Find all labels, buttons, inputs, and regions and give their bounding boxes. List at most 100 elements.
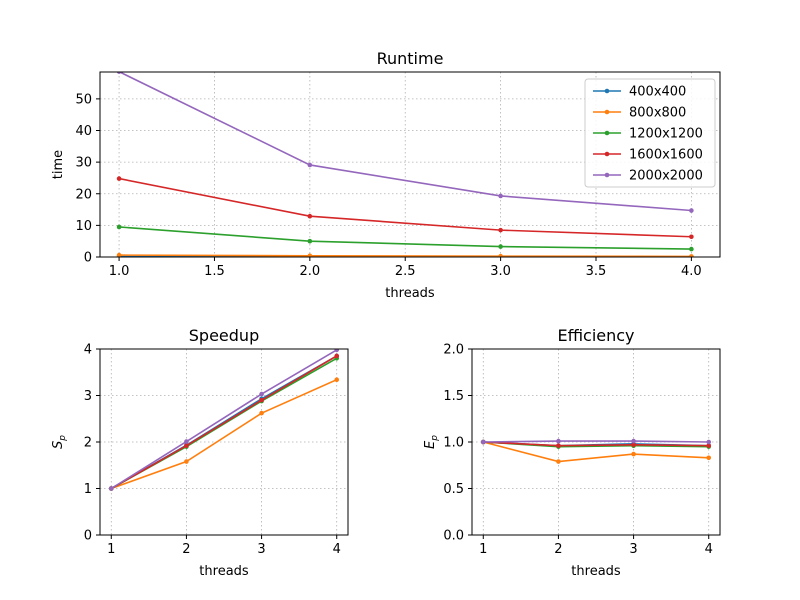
legend-label: 1600x1600 <box>629 148 703 163</box>
data-point <box>498 244 503 249</box>
x-tick-label: 2.0 <box>300 264 321 279</box>
y-tick-label: 0 <box>84 529 92 544</box>
data-point <box>116 224 122 230</box>
y-axis-label: Sp <box>51 435 68 449</box>
data-point <box>307 162 313 168</box>
y-axis-label: time <box>51 150 66 179</box>
y-tick-label: 0.5 <box>443 482 464 497</box>
data-point <box>706 455 712 461</box>
data-point <box>689 234 694 240</box>
axes-frame <box>99 348 349 536</box>
y-tick-label: 2.0 <box>443 343 464 358</box>
y-tick-label: 1 <box>84 482 92 497</box>
subplot-efficiency: 1 2 3 4 0.0 0.5 1.0 1.5 2.0 Efficiency threads Ep <box>423 326 721 579</box>
y-tick-label: 20 <box>75 187 92 202</box>
series-line <box>119 254 692 257</box>
x-tick-label: 3 <box>629 542 637 557</box>
x-tick-label: 2 <box>554 542 562 557</box>
data-point <box>307 238 313 244</box>
data-point <box>556 459 561 464</box>
series-line <box>118 72 692 212</box>
chart-title: Runtime <box>377 49 444 68</box>
data-point <box>631 442 636 448</box>
data-point <box>259 391 264 397</box>
x-tick-label: 1.0 <box>109 264 130 279</box>
data-point <box>706 443 712 449</box>
y-tick-label: 40 <box>75 124 92 139</box>
data-point <box>480 439 486 445</box>
data-point <box>631 438 636 444</box>
series-group <box>108 349 340 491</box>
data-point <box>184 459 189 464</box>
y-tick-label: 1.5 <box>443 389 464 404</box>
y-tick-label: 2 <box>84 436 92 451</box>
series-group <box>480 438 712 464</box>
data-point <box>116 252 122 257</box>
data-point <box>334 353 340 359</box>
x-tick-label: 3.5 <box>586 264 607 279</box>
data-point <box>498 253 503 257</box>
series-line <box>119 226 692 250</box>
data-point <box>184 443 189 449</box>
data-point <box>498 193 503 199</box>
series-line <box>483 441 709 447</box>
x-tick-label: 2.5 <box>395 264 416 279</box>
series-line <box>483 440 709 443</box>
chart-title: Efficiency <box>557 326 634 345</box>
data-point <box>706 439 712 445</box>
y-tick-label: 0.0 <box>443 529 464 544</box>
axes-frame <box>99 71 721 258</box>
subplot-runtime: 1.0 1.5 2.0 2.5 3.0 3.5 4.0 0 10 20 30 40 50 Runtime t… <box>51 49 721 301</box>
data-point <box>334 349 340 353</box>
y-tick-label: 1.0 <box>443 436 464 451</box>
x-axis-label: threads <box>385 286 435 301</box>
data-point <box>689 246 694 252</box>
legend-swatch-marker <box>604 172 610 178</box>
y-tick-label: 30 <box>75 156 92 171</box>
series-line <box>111 378 338 490</box>
legend-box <box>584 78 716 188</box>
x-tick-label: 3 <box>257 542 265 557</box>
data-point <box>259 410 264 416</box>
series-line <box>110 355 338 490</box>
x-tick-label: 3.0 <box>490 264 511 279</box>
legend-label: 400x400 <box>629 85 686 100</box>
series-line <box>118 177 692 238</box>
y-tick-label: 3 <box>84 389 92 404</box>
legend-label: 2000x2000 <box>629 169 703 184</box>
data-point <box>259 397 264 403</box>
legend-swatch-marker <box>604 88 610 94</box>
chart-title: Speedup <box>189 326 259 345</box>
x-tick-label: 4 <box>705 542 713 557</box>
data-point <box>116 176 122 181</box>
y-axis-label: Ep <box>423 435 440 449</box>
x-axis-label: threads <box>571 564 621 579</box>
data-point <box>556 438 561 444</box>
axes-frame <box>471 348 721 536</box>
data-point <box>498 227 503 233</box>
y-tick-label: 0 <box>84 251 92 266</box>
y-tick-label: 10 <box>75 219 92 234</box>
data-point <box>556 443 561 449</box>
x-tick-label: 1 <box>479 542 487 557</box>
data-point <box>631 451 636 457</box>
series-line <box>110 349 338 490</box>
data-point <box>108 486 114 491</box>
data-point <box>334 377 340 382</box>
data-point <box>689 254 694 257</box>
series-line <box>483 441 709 463</box>
data-point <box>689 208 694 213</box>
legend-swatch-marker <box>604 130 610 136</box>
x-tick-label: 4 <box>333 542 341 557</box>
x-tick-label: 2 <box>182 542 190 557</box>
x-axis-label: threads <box>199 564 249 579</box>
legend-swatch-marker <box>604 151 610 157</box>
legend-label: 1200x1200 <box>629 127 703 142</box>
legend: 400x400 800x800 1200x1200 1600x1600 2000x200… <box>584 78 716 188</box>
x-tick-label: 1.5 <box>204 264 225 279</box>
legend-swatch-marker <box>604 109 610 115</box>
data-point <box>184 439 189 444</box>
x-tick-label: 1 <box>107 542 115 557</box>
